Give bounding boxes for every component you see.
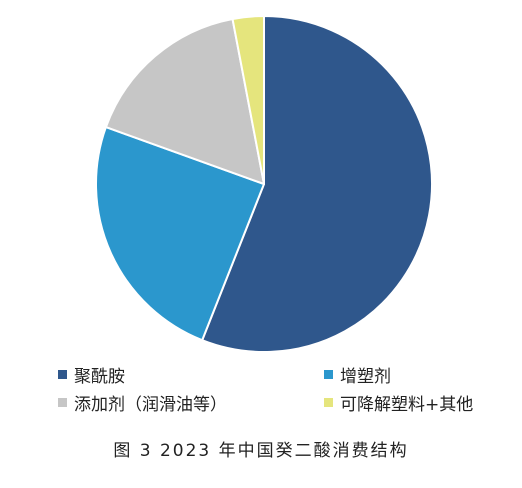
legend: 聚酰胺 增塑剂 添加剂（润滑油等） 可降解塑料+其他 <box>58 362 498 418</box>
legend-swatch-polyamide <box>58 369 67 379</box>
legend-item-polyamide: 聚酰胺 <box>58 362 125 387</box>
legend-label-degradable-other: 可降解塑料+其他 <box>340 394 474 415</box>
legend-item-plasticizer: 增塑剂 <box>324 362 391 387</box>
pie-chart <box>95 15 433 353</box>
pie-slice-plasticizer <box>95 126 265 342</box>
legend-label-polyamide: 聚酰胺 <box>74 366 125 387</box>
pie-slice-polyamide <box>201 15 433 353</box>
legend-swatch-additive <box>58 397 67 407</box>
pie-slice-additive <box>104 17 265 185</box>
legend-label-plasticizer: 增塑剂 <box>340 366 391 387</box>
pie-slice-degradable-other <box>231 15 265 185</box>
legend-swatch-plasticizer <box>324 369 333 379</box>
figure-caption: 图 3 2023 年中国癸二酸消费结构 <box>113 441 409 461</box>
legend-label-additive: 添加剂（润滑油等） <box>74 394 227 415</box>
legend-swatch-degradable-other <box>324 397 333 407</box>
legend-item-additive: 添加剂（润滑油等） <box>58 390 227 415</box>
legend-item-degradable-other: 可降解塑料+其他 <box>324 390 474 415</box>
